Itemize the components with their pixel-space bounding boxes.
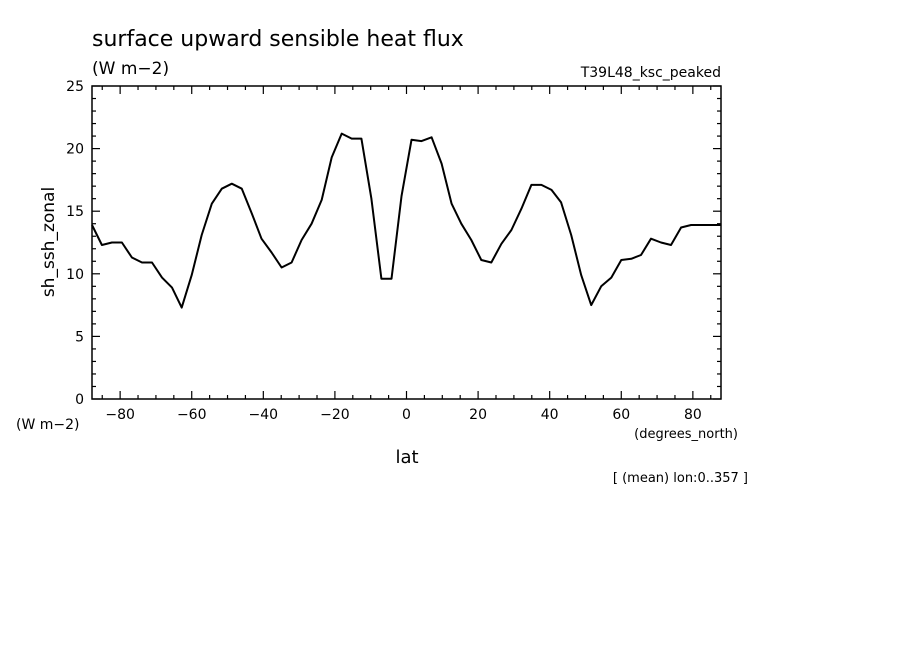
data-point: [260, 238, 263, 240]
data-point: [191, 274, 193, 276]
y-axis-units: (W m−2): [16, 417, 80, 433]
series-line: [91, 132, 721, 309]
x-tick-label: 0: [402, 407, 411, 423]
data-point: [241, 188, 243, 190]
data-point: [430, 136, 433, 138]
data-point: [91, 224, 93, 226]
data-point: [331, 156, 333, 158]
data-point: [321, 199, 323, 201]
data-point: [231, 183, 233, 185]
data-point: [560, 201, 562, 204]
data-point: [141, 261, 143, 264]
data-point: [520, 208, 523, 210]
data-point: [131, 256, 133, 259]
data-point: [710, 224, 712, 226]
y-axis-label: sh_ssh_zonal: [39, 187, 59, 297]
y-tick-label: 15: [66, 204, 84, 220]
data-point: [341, 132, 343, 135]
data-point: [390, 278, 393, 280]
x-tick-label: 20: [469, 407, 487, 423]
data-point: [171, 286, 173, 289]
data-point: [290, 261, 293, 264]
data-point: [460, 223, 462, 225]
data-point: [270, 251, 273, 254]
data-point: [610, 276, 612, 279]
run-label: T39L48_ksc_peaked: [580, 65, 721, 81]
data-point: [451, 203, 453, 205]
data-point: [440, 163, 443, 165]
data-point: [280, 266, 283, 269]
data-point: [420, 140, 423, 142]
x-tick-label: −40: [249, 407, 279, 423]
data-point: [221, 188, 223, 190]
data-point: [680, 226, 682, 229]
x-tick-labels: −80 −60 −40 −20 0 20 40 60 80: [105, 407, 701, 423]
footnote: [ (mean) lon:0..357 ]: [613, 471, 748, 486]
x-tick-label: 60: [612, 407, 630, 423]
chart-units: (W m−2): [92, 59, 169, 79]
data-point: [530, 184, 533, 186]
y-tick-label: 25: [66, 79, 84, 95]
chart-title: surface upward sensible heat flux: [92, 27, 464, 52]
data-point: [370, 198, 373, 200]
data-point: [500, 243, 502, 245]
data-point: [121, 241, 123, 244]
data-point: [550, 189, 553, 191]
data-point: [720, 224, 722, 226]
data-point: [380, 278, 383, 280]
data-point: [640, 254, 642, 256]
data-point: [600, 285, 602, 287]
data-point: [490, 261, 492, 264]
y-tick-label: 20: [66, 142, 84, 158]
x-tick-label: −60: [177, 407, 207, 423]
y-tick-labels: 0 5 10 15 20 25: [66, 79, 84, 408]
data-point: [650, 238, 652, 240]
x-tick-label: 80: [684, 407, 702, 423]
x-ticks: [101, 86, 712, 399]
data-point: [660, 241, 662, 244]
data-point: [410, 139, 413, 141]
data-point: [251, 213, 253, 215]
data-point: [301, 239, 303, 241]
data-point: [161, 276, 163, 279]
data-point: [620, 259, 622, 261]
x-axis-units: (degrees_north): [634, 427, 738, 442]
y-tick-label: 10: [66, 267, 84, 283]
x-axis-label: lat: [395, 447, 418, 468]
data-point: [151, 261, 153, 264]
data-point: [480, 259, 482, 261]
data-point: [360, 137, 362, 140]
data-point: [510, 229, 512, 231]
data-point: [670, 244, 672, 246]
data-point: [201, 234, 203, 236]
data-point: [590, 304, 592, 306]
data-point: [540, 184, 543, 186]
data-point: [211, 203, 213, 205]
data-point: [580, 274, 582, 276]
data-point: [101, 244, 103, 246]
x-tick-label: −20: [320, 407, 350, 423]
data-point: [400, 195, 403, 197]
data-points: [91, 132, 722, 309]
y-tick-label: 5: [75, 329, 84, 345]
data-point: [470, 239, 472, 241]
data-point: [311, 223, 313, 225]
data-point: [700, 224, 702, 226]
data-point: [570, 234, 572, 236]
data-point: [690, 224, 692, 226]
x-tick-label: 40: [541, 407, 559, 423]
data-point: [111, 241, 113, 244]
y-tick-label: 0: [75, 392, 84, 408]
plot-frame: [91, 85, 722, 400]
data-point: [630, 258, 632, 260]
y-ticks: [92, 85, 721, 400]
data-point: [351, 137, 353, 140]
data-point: [181, 307, 183, 309]
x-tick-label: −80: [105, 407, 135, 423]
